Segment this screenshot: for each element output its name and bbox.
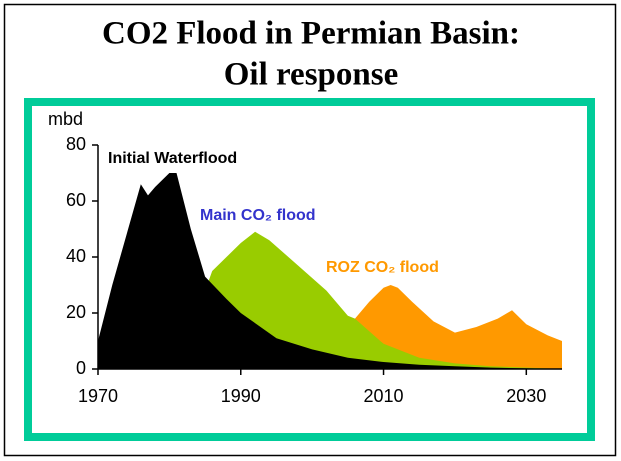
y-tick-label: 20 — [66, 302, 86, 322]
y-tick-label: 60 — [66, 190, 86, 210]
area — [98, 173, 562, 369]
chart-title: CO2 Flood in Permian Basin: — [102, 16, 520, 52]
chart-title: Oil response — [224, 57, 399, 93]
x-tick-label: 2010 — [364, 386, 404, 406]
area — [347, 285, 562, 369]
x-tick-label: 2030 — [506, 386, 546, 406]
area — [205, 231, 563, 369]
x-tick-label: 1970 — [78, 386, 118, 406]
y-tick-label: 80 — [66, 134, 86, 154]
series-label: Main CO₂ flood — [200, 207, 316, 224]
series-label: Initial Waterflood — [108, 150, 237, 167]
y-axis-label: mbd — [48, 109, 83, 129]
plot-area: 0 20 40 60 80 1970 1990 2010 2030 ROZ CO₂ flood Ma… — [66, 134, 563, 406]
y-tick-label: 40 — [66, 246, 86, 266]
x-tick-label: 1990 — [221, 386, 261, 406]
series-label: ROZ CO₂ flood — [326, 259, 439, 276]
y-tick-label: 0 — [76, 358, 86, 378]
